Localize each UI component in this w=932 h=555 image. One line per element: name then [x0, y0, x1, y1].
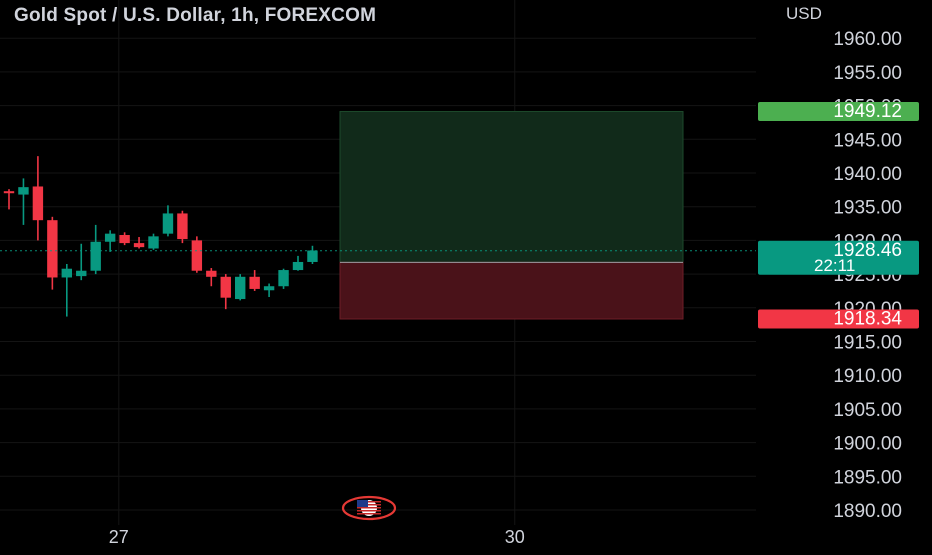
candle-body — [32, 186, 44, 221]
candle-body — [119, 235, 130, 244]
flag-stripe — [357, 510, 381, 512]
candle-body — [61, 268, 72, 278]
candle-body — [191, 240, 203, 271]
flag-canton — [357, 500, 368, 507]
stop-zone[interactable] — [339, 261, 684, 320]
price-tick-label: 1945.00 — [833, 130, 902, 151]
currency-label: USD — [786, 4, 822, 23]
candle-body — [76, 270, 87, 277]
candlestick-series — [3, 156, 318, 317]
time-axis[interactable]: 27 30 — [109, 527, 525, 547]
price-tick-label: 1905.00 — [833, 400, 902, 421]
last-price-badge-bg — [758, 240, 919, 275]
symbol-title[interactable]: Gold Spot / U.S. Dollar, 1h, FOREXCOM — [14, 5, 377, 26]
candle-body — [307, 250, 318, 262]
price-tick-label: 1890.00 — [833, 501, 902, 522]
flag-stripe — [357, 507, 381, 509]
candle-body — [3, 191, 15, 194]
candle-body — [177, 213, 188, 240]
price-tick-label: 1910.00 — [833, 366, 902, 387]
price-tick-label: 1955.00 — [833, 63, 902, 84]
candle-body — [148, 236, 159, 249]
candle-body — [162, 213, 174, 234]
candle-body — [133, 243, 145, 248]
candle-body — [18, 187, 29, 195]
target-price-badge: 1949.12 — [833, 101, 902, 122]
us-flag-icon[interactable] — [341, 495, 397, 521]
candle-body — [263, 286, 275, 291]
price-tick-label: 1895.00 — [833, 467, 902, 488]
candle-body — [90, 241, 101, 271]
price-tick-label: 1915.00 — [833, 333, 902, 354]
stop-price-badge-bg — [758, 309, 919, 329]
flag-stripe — [357, 513, 381, 515]
profit-zone[interactable] — [339, 111, 684, 263]
stop-price-badge: 1918.34 — [833, 308, 902, 329]
long-position-tool[interactable] — [339, 111, 684, 320]
candle-body — [235, 276, 246, 300]
candle-body — [206, 270, 217, 277]
flag-stripe — [357, 504, 381, 506]
candle-body — [278, 270, 289, 287]
price-tick-label: 1960.00 — [833, 29, 902, 50]
candle-body — [220, 276, 231, 298]
candle-body — [292, 261, 304, 271]
flag-ring[interactable] — [341, 495, 397, 521]
candle-body — [47, 220, 58, 278]
price-tick-label: 1900.00 — [833, 434, 902, 455]
target-price-badge-bg — [758, 102, 919, 122]
flag-stripe — [357, 501, 381, 503]
candle-body — [104, 233, 116, 242]
candle-body — [249, 276, 260, 289]
last-price-badge-countdown: 22:11 — [814, 256, 855, 275]
time-tick-label: 30 — [505, 527, 525, 547]
price-tick-label: 1935.00 — [833, 198, 902, 219]
last-price-badge: 1928.46 — [833, 240, 902, 261]
time-tick-label: 27 — [109, 527, 129, 547]
price-axis[interactable]: 1960.001955.001950.001945.001940.001935.… — [833, 29, 902, 522]
price-tick-label: 1940.00 — [833, 164, 902, 185]
